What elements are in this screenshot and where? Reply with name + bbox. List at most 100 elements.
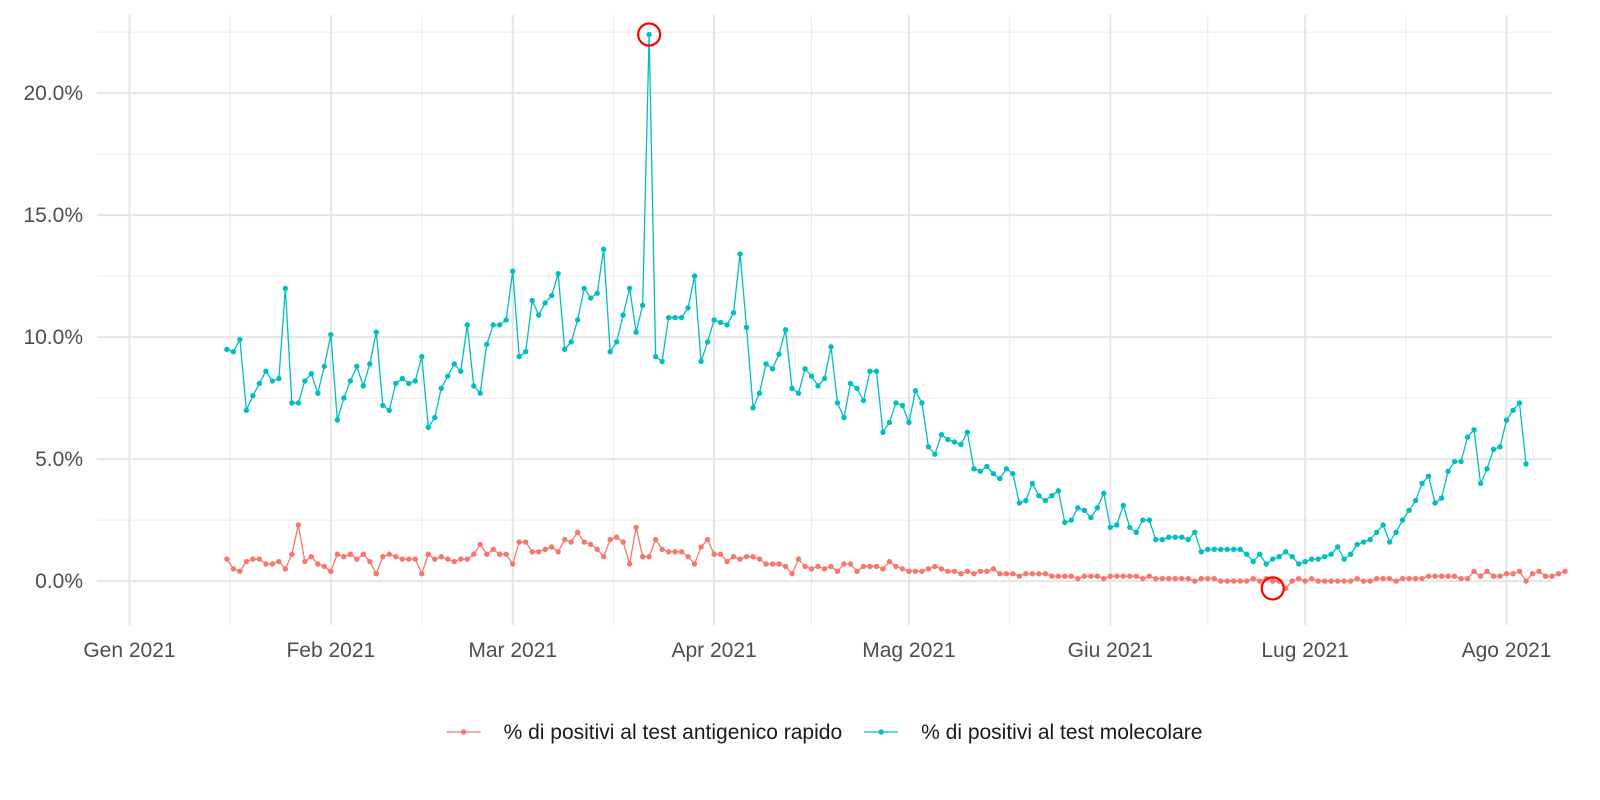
data-point <box>925 444 932 450</box>
y-tick-label: 0.0% <box>35 570 83 593</box>
data-point <box>737 251 743 257</box>
data-point <box>276 375 282 382</box>
data-point <box>951 568 958 575</box>
data-point <box>1302 558 1308 565</box>
data-point <box>269 561 276 567</box>
legend: % di positivi al test antigenico rapido%… <box>446 721 1202 744</box>
data-point <box>386 551 392 557</box>
data-point <box>763 561 769 567</box>
data-point <box>477 541 483 548</box>
data-point <box>386 407 392 413</box>
data-point <box>1315 556 1321 562</box>
data-point <box>1120 573 1126 579</box>
data-point <box>1354 575 1360 582</box>
data-point <box>886 558 893 565</box>
data-point <box>568 539 574 545</box>
data-point <box>620 539 626 545</box>
data-point <box>1386 539 1393 545</box>
data-point <box>899 566 906 572</box>
data-point <box>536 312 542 318</box>
data-point <box>1477 480 1484 487</box>
data-point <box>1360 578 1367 584</box>
data-point <box>510 561 516 567</box>
data-point <box>380 553 386 560</box>
data-point <box>373 329 380 335</box>
data-point <box>1107 524 1114 531</box>
data-point <box>1023 497 1029 504</box>
data-point <box>951 439 958 445</box>
data-point <box>393 380 399 387</box>
data-point <box>1042 571 1049 577</box>
data-point <box>1419 575 1425 582</box>
legend-key-point <box>460 729 467 735</box>
data-point <box>1029 480 1036 487</box>
data-point <box>1341 578 1347 584</box>
data-point <box>334 551 341 557</box>
data-point <box>594 546 600 553</box>
data-point <box>880 429 886 435</box>
data-point <box>717 551 724 557</box>
data-point <box>1075 505 1081 511</box>
data-point <box>945 568 951 575</box>
data-point <box>548 544 555 550</box>
data-point <box>1373 575 1380 582</box>
data-point <box>893 563 899 570</box>
data-point <box>432 414 438 421</box>
data-point <box>490 546 496 553</box>
data-point <box>1016 500 1023 506</box>
data-point <box>906 419 912 426</box>
data-point <box>360 551 367 557</box>
data-point <box>659 358 665 365</box>
data-point <box>1302 578 1308 584</box>
data-point <box>828 344 834 350</box>
data-point <box>834 568 841 575</box>
legend-label: % di positivi al test molecolare <box>921 721 1202 744</box>
data-point <box>815 383 821 389</box>
data-point <box>737 556 743 562</box>
data-point <box>886 419 893 426</box>
data-point <box>295 400 302 406</box>
data-point <box>1490 446 1497 453</box>
data-point <box>1146 573 1152 579</box>
data-point <box>425 424 431 431</box>
data-point <box>1107 573 1114 579</box>
data-point <box>977 568 984 575</box>
data-point <box>899 402 906 409</box>
data-point <box>1354 541 1360 548</box>
data-point <box>613 339 620 345</box>
data-point <box>620 312 626 318</box>
data-point <box>1464 575 1471 582</box>
data-point <box>678 314 685 321</box>
data-point <box>1458 575 1464 582</box>
data-point <box>1289 578 1295 584</box>
data-point <box>451 361 457 367</box>
data-point <box>711 551 717 557</box>
data-point <box>802 366 808 372</box>
data-point <box>1172 534 1178 540</box>
data-point <box>484 551 490 557</box>
data-point <box>406 380 412 387</box>
data-point <box>1055 573 1062 579</box>
data-point <box>1328 551 1334 557</box>
data-point <box>769 366 776 372</box>
data-point <box>1341 556 1347 562</box>
data-point <box>652 353 659 360</box>
data-point <box>893 400 899 406</box>
data-point <box>1516 568 1523 575</box>
data-point <box>256 380 263 387</box>
data-point <box>1503 417 1510 423</box>
data-point <box>1555 571 1562 577</box>
data-point <box>354 556 360 562</box>
data-point <box>776 561 782 567</box>
data-point <box>1399 575 1406 582</box>
data-point <box>743 324 750 331</box>
data-point <box>984 568 990 575</box>
data-point <box>438 385 444 392</box>
data-point <box>542 546 548 553</box>
data-point <box>626 561 633 567</box>
data-point <box>626 285 633 291</box>
data-point <box>841 561 847 567</box>
data-point <box>523 539 529 545</box>
data-point <box>1529 571 1536 577</box>
data-point <box>321 563 328 570</box>
